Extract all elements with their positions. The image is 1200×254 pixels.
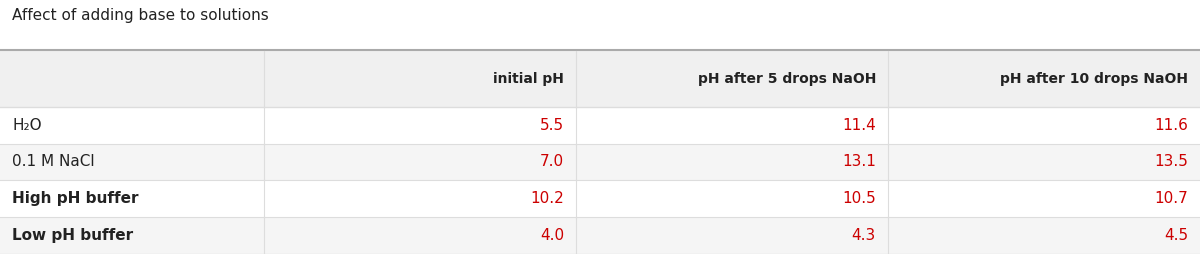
Text: 4.5: 4.5 (1164, 228, 1188, 243)
Text: 13.5: 13.5 (1154, 154, 1188, 169)
Text: 11.6: 11.6 (1154, 118, 1188, 133)
Text: 13.1: 13.1 (842, 154, 876, 169)
Text: 5.5: 5.5 (540, 118, 564, 133)
Text: 0.1 M NaCl: 0.1 M NaCl (12, 154, 95, 169)
Text: 4.3: 4.3 (852, 228, 876, 243)
Text: 11.4: 11.4 (842, 118, 876, 133)
Text: High pH buffer: High pH buffer (12, 191, 138, 206)
Text: pH after 5 drops NaOH: pH after 5 drops NaOH (697, 72, 876, 86)
Text: 7.0: 7.0 (540, 154, 564, 169)
Bar (0, 144, 1200, 180)
Bar (0, 217, 1200, 254)
Bar (0, 51, 1200, 107)
Bar (0, 180, 1200, 217)
Text: Affect of adding base to solutions: Affect of adding base to solutions (12, 8, 269, 23)
Text: 10.2: 10.2 (530, 191, 564, 206)
Text: 10.5: 10.5 (842, 191, 876, 206)
Text: H₂O: H₂O (12, 118, 42, 133)
Text: 4.0: 4.0 (540, 228, 564, 243)
Bar (0, 107, 1200, 144)
Text: 10.7: 10.7 (1154, 191, 1188, 206)
Text: Low pH buffer: Low pH buffer (12, 228, 133, 243)
Text: pH after 10 drops NaOH: pH after 10 drops NaOH (1000, 72, 1188, 86)
Text: initial pH: initial pH (493, 72, 564, 86)
